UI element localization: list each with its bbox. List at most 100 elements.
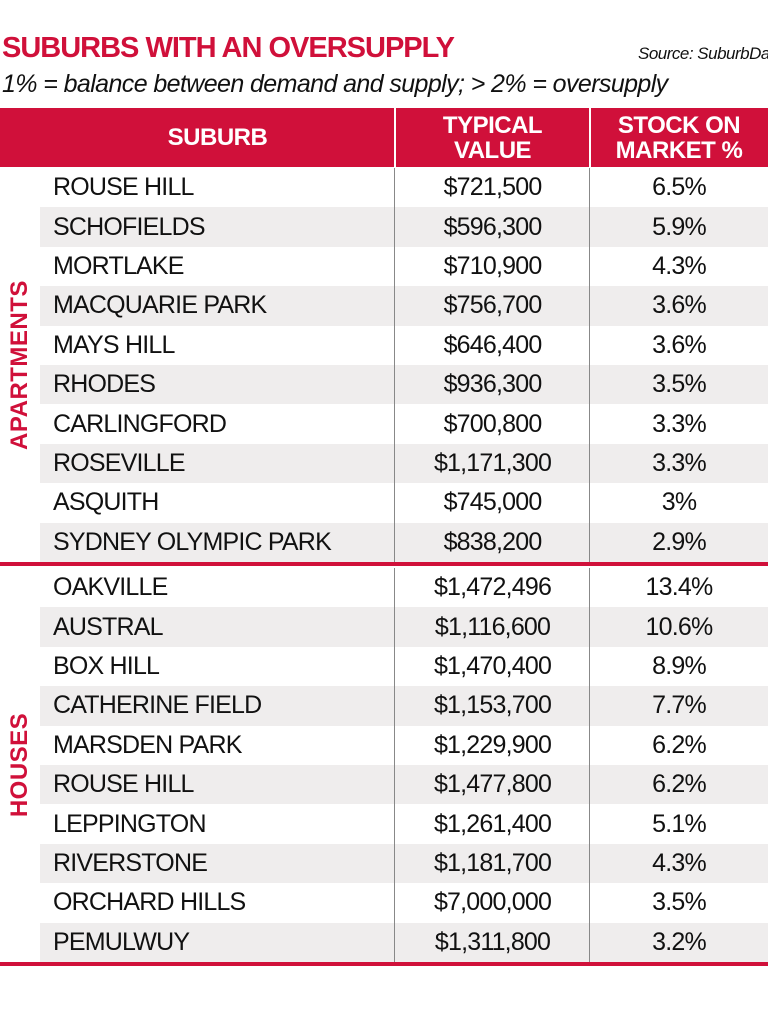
title: SUBURBS WITH AN OVERSUPPLY [2,32,455,64]
typical-value: $1,171,300 [433,448,552,477]
suburb: OAKVILLE [53,573,168,602]
suburb: ASQUITH [53,488,159,517]
table-row: CARLINGFORD $700,800 3.3% [40,404,768,444]
stock-on-market: 8.9% [652,651,707,680]
stock-on-market: 3.6% [652,291,707,320]
stock-on-market: 6.5% [652,173,707,202]
stock-on-market: 13.4% [645,573,714,602]
suburb: ORCHARD HILLS [53,888,246,917]
stock-on-market: 2.9% [652,527,707,556]
table-row: MARSDEN PARK $1,229,900 6.2% [40,725,768,765]
typical-value: $1,311,800 [434,927,551,956]
typical-value: $700,800 [443,409,543,438]
typical-value: $7,000,000 [433,888,552,917]
table-row: AUSTRAL $1,116,600 10.6% [40,607,768,647]
suburb: LEPPINGTON [53,809,207,838]
table-row: SYDNEY OLYMPIC PARK $838,200 2.9% [40,522,768,562]
table-row: RIVERSTONE $1,181,700 4.3% [40,843,768,884]
table-header: SUBURB TYPICAL VALUE STOCK ON MARKET % [0,108,768,167]
column-line [589,168,590,562]
table-row: ROSEVILLE $1,171,300 3.3% [40,443,768,484]
column-line [394,568,395,962]
typical-value: $1,261,400 [433,809,552,838]
table-row: ROUSE HILL $721,500 6.5% [40,168,768,208]
separator [394,108,396,167]
typical-value: $721,500 [443,173,543,202]
table-row: OAKVILLE $1,472,496 13.4% [40,568,768,608]
suburb: CARLINGFORD [53,409,227,438]
typical-value: $1,472,496 [433,573,552,602]
table-row: PEMULWUY $1,311,800 3.2% [40,922,768,962]
stock-on-market: 6.2% [652,770,707,799]
group-label-text: HOUSES [6,712,34,818]
suburb: ROSEVILLE [53,448,186,477]
separator [589,108,591,167]
table-row: ORCHARD HILLS $7,000,000 3.5% [40,883,768,923]
stock-on-market: 3.3% [652,409,707,438]
stock-on-market: 3.5% [652,888,707,917]
table-row: SCHOFIELDS $596,300 5.9% [40,207,768,247]
group-label: APARTMENTS [0,168,40,562]
typical-value: $756,700 [443,291,543,320]
table-row: CATHERINE FIELD $1,153,700 7.7% [40,686,768,726]
suburb: MAYS HILL [53,330,175,359]
column-header: SUBURB [167,124,268,151]
stock-on-market: 3.5% [652,370,707,399]
typical-value: $1,116,600 [434,612,551,641]
suburb: PEMULWUY [53,927,190,956]
suburb: SYDNEY OLYMPIC PARK [53,527,332,556]
suburb: BOX HILL [53,651,160,680]
suburb: MORTLAKE [53,251,184,280]
source: Source: SuburbData [638,44,768,63]
typical-value: $1,229,900 [433,730,552,759]
table-row: MACQUARIE PARK $756,700 3.6% [40,286,768,326]
column-header: TYPICAL VALUE [442,111,543,164]
typical-value: $1,181,700 [433,848,552,877]
table-row: RHODES $936,300 3.5% [40,365,768,405]
stock-on-market: 4.3% [652,848,707,877]
typical-value: $646,400 [443,330,543,359]
suburb: AUSTRAL [53,612,164,641]
stock-on-market: 3.3% [652,448,707,477]
table-row: MAYS HILL $646,400 3.6% [40,325,768,365]
subtitle: 1% = balance between demand and supply; … [2,70,668,98]
stock-on-market: 4.3% [652,251,707,280]
column-line [589,568,590,962]
stock-on-market: 5.1% [652,809,707,838]
group-label-text: APARTMENTS [6,280,34,450]
suburb: ROUSE HILL [53,770,194,799]
stock-on-market: 10.6% [645,612,714,641]
stock-on-market: 3% [661,488,697,517]
stock-on-market: 3.2% [652,927,707,956]
table-row: ASQUITH $745,000 3% [40,483,768,523]
group-rule [0,562,768,566]
typical-value: $1,153,700 [433,691,552,720]
table-row: BOX HILL $1,470,400 8.9% [40,646,768,687]
table-row: ROUSE HILL $1,477,800 6.2% [40,765,768,805]
suburb: MARSDEN PARK [53,730,242,759]
typical-value: $1,470,400 [433,651,552,680]
suburb: RIVERSTONE [53,848,208,877]
stock-on-market: 3.6% [652,330,707,359]
suburb: SCHOFIELDS [53,212,206,241]
typical-value: $1,477,800 [433,770,552,799]
stock-on-market: 6.2% [652,730,707,759]
suburb: RHODES [53,370,156,399]
column-line [394,168,395,562]
group-label: HOUSES [0,568,40,962]
column-header: STOCK ON MARKET % [615,111,743,164]
table-row: LEPPINGTON $1,261,400 5.1% [40,804,768,844]
typical-value: $596,300 [443,212,543,241]
typical-value: $936,300 [443,370,543,399]
typical-value: $745,000 [443,488,543,517]
stock-on-market: 5.9% [652,212,707,241]
group-rule [0,962,768,966]
suburb: MACQUARIE PARK [53,291,267,320]
table-row: MORTLAKE $710,900 4.3% [40,246,768,287]
stock-on-market: 7.7% [652,691,707,720]
typical-value: $710,900 [443,251,543,280]
suburb: CATHERINE FIELD [53,691,262,720]
typical-value: $838,200 [443,527,543,556]
suburb: ROUSE HILL [53,173,194,202]
